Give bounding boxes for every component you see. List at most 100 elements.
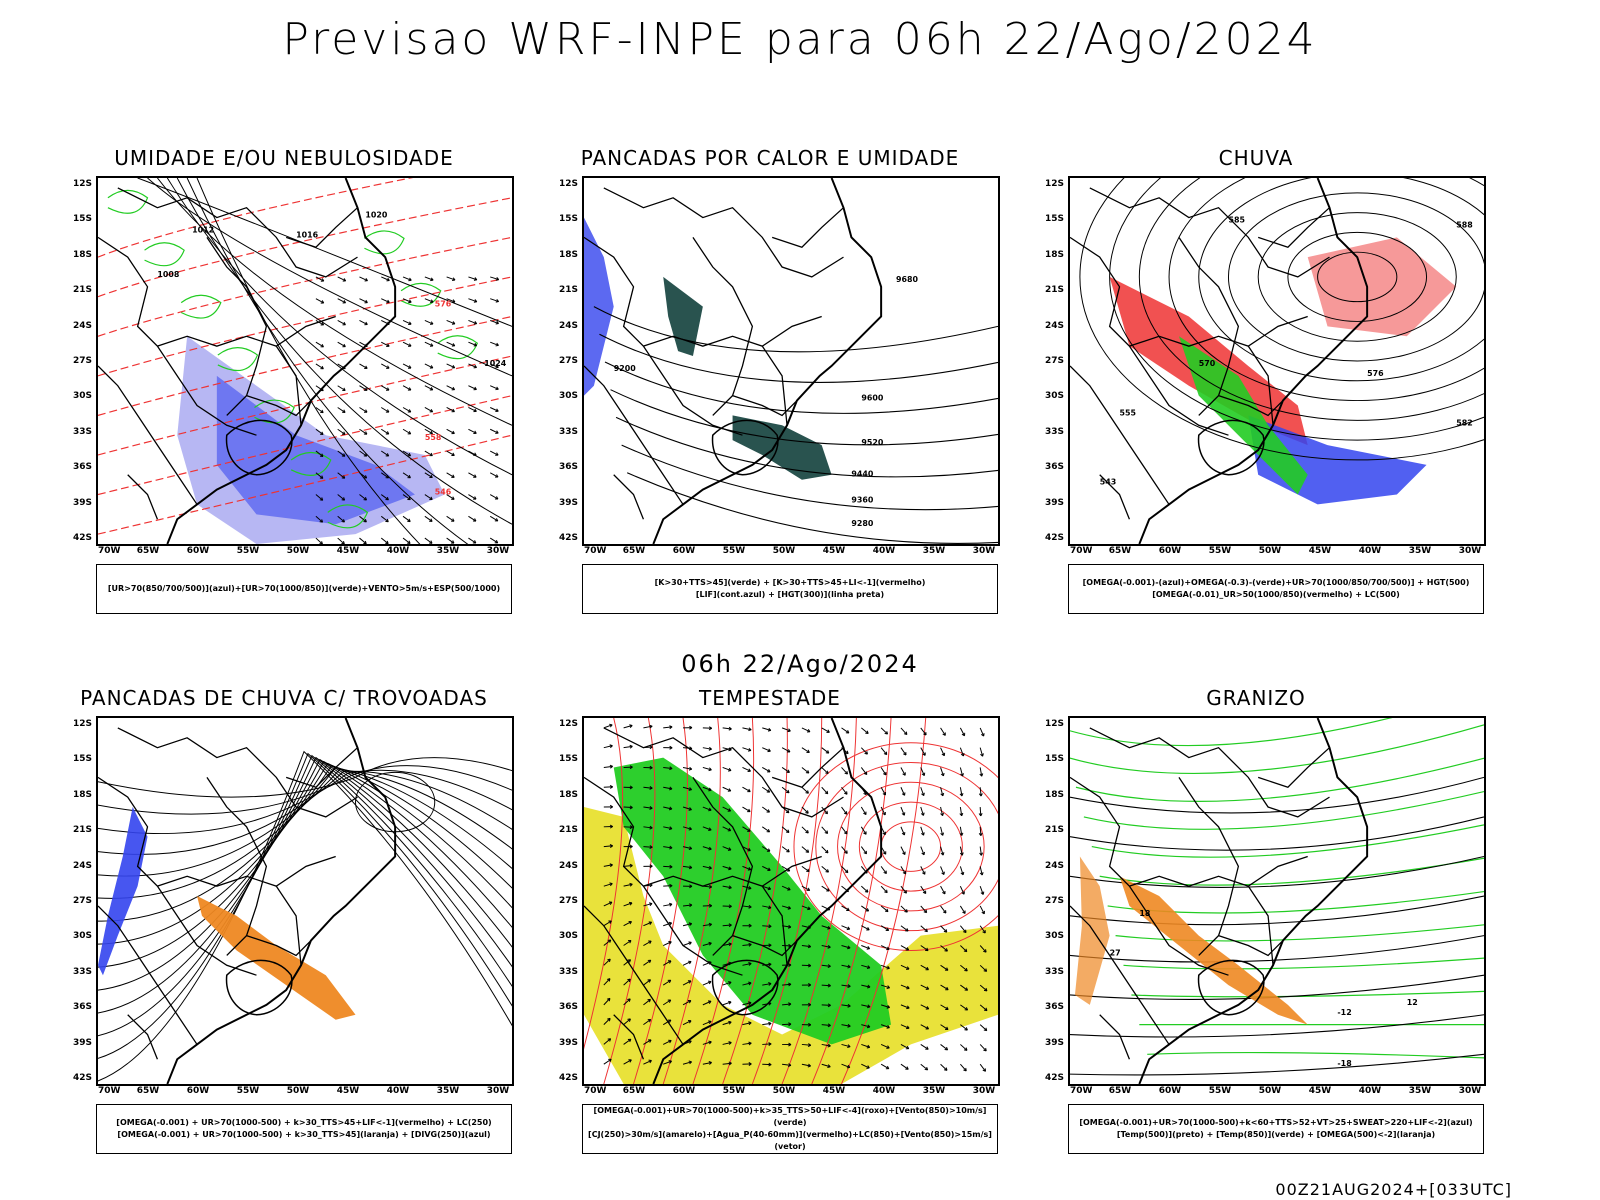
- lat-tick-label: 27S: [558, 896, 578, 906]
- contour-label: 27: [1110, 948, 1121, 957]
- map-canvas: 1012 1016 1020 1024 1008 576 558 546: [98, 178, 512, 544]
- wind-vector: [603, 1038, 612, 1045]
- coastline: [1138, 178, 1369, 544]
- wind-vector: [762, 846, 771, 852]
- contour-label: 9520: [861, 438, 884, 447]
- precipitable-water-contour: [751, 718, 823, 1084]
- wind-vector: [762, 786, 771, 793]
- wind-vector: [940, 1004, 949, 1010]
- wind-vector: [722, 1020, 732, 1026]
- wind-vector: [489, 537, 499, 544]
- wind-vector: [940, 885, 946, 895]
- wind-vector: [603, 764, 613, 769]
- wind-vector: [359, 385, 368, 391]
- height-contour: [621, 444, 998, 511]
- wind-vector: [722, 766, 732, 772]
- wind-vector: [682, 960, 692, 966]
- wind-vector: [315, 450, 324, 457]
- wind-vector: [782, 1022, 792, 1027]
- wind-vector: [663, 845, 673, 850]
- precipitable-water-contour: [841, 718, 927, 1084]
- wind-vector: [821, 1003, 831, 1008]
- lat-tick-label: 18S: [72, 249, 92, 260]
- wind-vector: [880, 1004, 891, 1009]
- wind-vector: [623, 805, 633, 810]
- wind-vector: [702, 1000, 712, 1006]
- lon-tick-label: 30W: [486, 546, 510, 556]
- wind-vector: [781, 727, 791, 733]
- wind-vector: [663, 745, 673, 750]
- political-border: [117, 727, 358, 818]
- wind-vector: [801, 826, 809, 834]
- wind-vector: [960, 1044, 968, 1051]
- wind-vector: [801, 806, 809, 814]
- lon-tick-label: 40W: [872, 546, 896, 556]
- height-contour: [610, 389, 998, 446]
- wind-vector: [940, 846, 945, 856]
- political-border: [584, 905, 684, 1045]
- wind-vector: [643, 979, 651, 986]
- contour-label: 546: [435, 488, 452, 497]
- legend-line: [CJ(250)>30m/s](amarelo)+[Agua_P(40-60mm…: [588, 1130, 992, 1151]
- contour-label: 9280: [851, 519, 874, 528]
- wind-vector: [821, 767, 829, 775]
- temperature-500-contour: [1070, 1053, 1484, 1076]
- longitude-axis: 70W 65W 60W 55W 50W 45W 40W 35W 30W: [582, 1086, 1000, 1100]
- political-border: [1089, 727, 1330, 818]
- wind-vector: [781, 885, 791, 891]
- wind-vector: [337, 472, 346, 479]
- lon-tick-label: 55W: [722, 1086, 746, 1096]
- wind-vector: [880, 1024, 890, 1029]
- wind-vector: [722, 981, 732, 986]
- forecast-map: 585 588 582 576 570 555 543: [1068, 176, 1486, 546]
- legend-line: [OMEGA(-0.001) + UR>70(1000-500) + k>30_…: [116, 1118, 492, 1127]
- wind-vector: [782, 1063, 792, 1067]
- isobar: [186, 178, 469, 544]
- wind-vector: [682, 865, 693, 870]
- contour-label: 18: [1139, 909, 1151, 918]
- wind-vector: [424, 494, 433, 500]
- wind-vector: [424, 298, 434, 304]
- wind-vector: [702, 903, 713, 908]
- panel-title: TEMPESTADE: [699, 686, 841, 710]
- wind-vector: [762, 943, 772, 948]
- wind-vector: [337, 494, 346, 501]
- wind-vector: [359, 320, 368, 326]
- political-border: [206, 236, 268, 416]
- wind-vector: [603, 978, 611, 986]
- wind-vector: [841, 846, 848, 854]
- height-contour: [615, 416, 998, 478]
- map-canvas: [584, 718, 998, 1084]
- heat-instability-area: [663, 276, 703, 357]
- contour-label: 1012: [192, 225, 214, 234]
- wind-vector: [702, 786, 712, 792]
- lat-tick-label: 12S: [558, 179, 578, 189]
- wind-vector: [315, 537, 323, 544]
- wind-vector: [742, 1062, 752, 1066]
- political-border: [246, 395, 312, 417]
- streamline: [98, 764, 512, 922]
- forecast-map: 18 27 -12 -18 12: [1068, 716, 1486, 1086]
- wind-vector: [722, 806, 732, 812]
- wind-vector: [468, 276, 478, 281]
- wind-vector: [880, 787, 887, 796]
- wind-vector: [468, 428, 477, 435]
- wind-vector: [781, 786, 790, 794]
- temperature-500-contour: [1070, 816, 1484, 851]
- coastline: [1138, 718, 1369, 1084]
- coastline: [652, 718, 883, 1084]
- wind-vector: [801, 944, 812, 949]
- wind-vector: [315, 407, 324, 414]
- political-border: [584, 365, 684, 505]
- lon-tick-label: 45W: [1308, 1086, 1332, 1096]
- longitude-axis: 70W 65W 60W 55W 50W 45W 40W 35W 30W: [582, 546, 1000, 560]
- wind-vector: [603, 844, 613, 848]
- wind-vector: [359, 450, 368, 457]
- contour-label: 9680: [896, 275, 919, 284]
- wind-vector: [841, 1003, 851, 1008]
- wind-vector: [468, 494, 477, 500]
- wind-vector: [623, 785, 633, 790]
- wind-vector: [742, 747, 752, 752]
- lat-tick-label: 36S: [72, 462, 92, 473]
- wind-vector: [402, 385, 412, 391]
